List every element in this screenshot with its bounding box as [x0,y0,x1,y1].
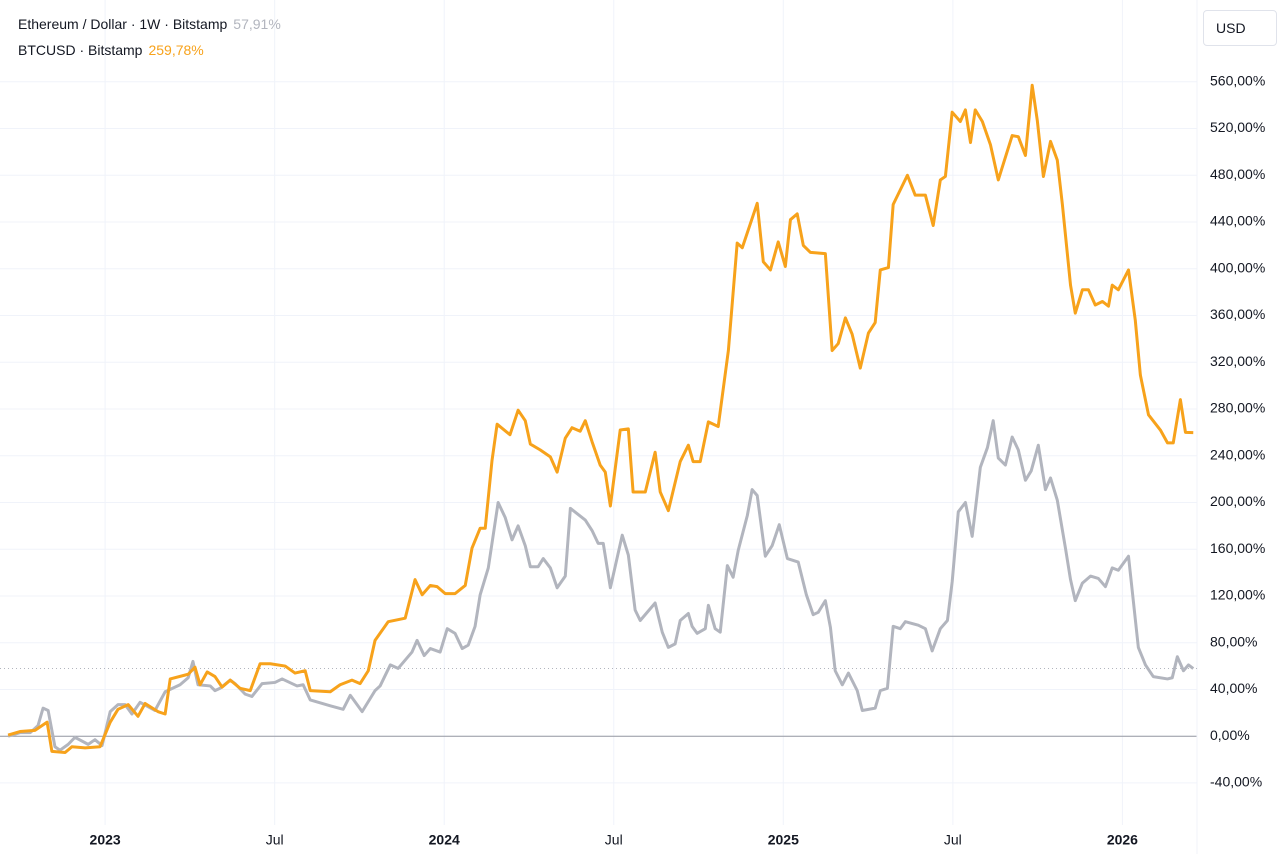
x-tick-label: Jul [944,832,962,848]
legend-entry: Ethereum / Dollar · 1W · Bitstamp 57,91% [18,16,281,32]
legend-label: BTCUSD · Bitstamp [18,42,143,58]
currency-button[interactable]: USD [1203,10,1277,46]
y-tick-label: 320,00% [1210,353,1265,369]
y-tick-label: -40,00% [1210,774,1262,790]
y-tick-label: 560,00% [1210,73,1265,89]
y-tick-label: 40,00% [1210,680,1257,696]
y-tick-label: 0,00% [1210,727,1250,743]
y-tick-label: 480,00% [1210,166,1265,182]
x-tick-label: 2026 [1107,832,1138,848]
series-line [7,419,1195,752]
y-tick-label: 440,00% [1210,213,1265,229]
y-tick-label: 120,00% [1210,587,1265,603]
legend-value: 259,78% [148,42,204,58]
y-tick-label: 280,00% [1210,400,1265,416]
y-tick-label: 360,00% [1210,306,1265,322]
y-tick-label: 200,00% [1210,493,1265,509]
series-line [7,83,1194,755]
legend-value: 57,91% [233,16,281,32]
y-tick-label: 240,00% [1210,446,1265,462]
x-tick-label: Jul [266,832,284,848]
y-tick-label: 520,00% [1210,119,1265,135]
x-tick-label: 2025 [768,832,799,848]
x-tick-label: 2024 [429,832,460,848]
x-tick-label: 2023 [90,832,121,848]
y-tick-label: 80,00% [1210,633,1257,649]
y-tick-label: 160,00% [1210,540,1265,556]
legend-label: Ethereum / Dollar · 1W · Bitstamp [18,16,228,32]
legend-entry: BTCUSD · Bitstamp 259,78% [18,42,204,58]
y-tick-label: 400,00% [1210,259,1265,275]
x-tick-label: Jul [605,832,623,848]
